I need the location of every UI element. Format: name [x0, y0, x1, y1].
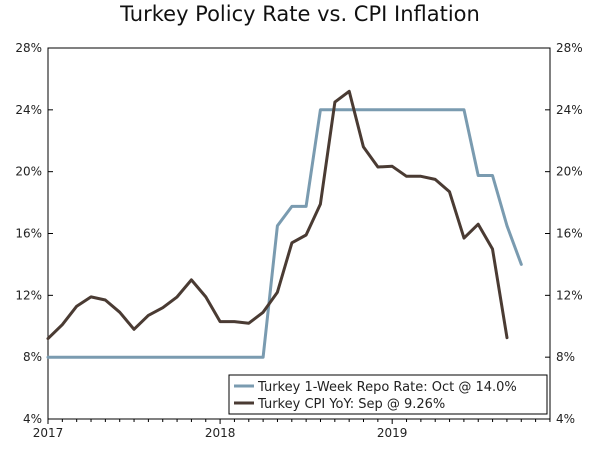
- y-left-tick-label: 4%: [23, 412, 42, 426]
- legend-box: [228, 374, 548, 415]
- y-right-tick-label: 4%: [556, 412, 575, 426]
- y-right-tick-label: 8%: [556, 350, 575, 364]
- y-left-tick-label: 24%: [15, 103, 42, 117]
- plot-frame: [47, 47, 551, 420]
- y-left-tick-label: 16%: [15, 227, 42, 241]
- right-y-axis: 4% 8% 12% 16% 20% 24% 28%: [545, 41, 583, 426]
- legend-entry-label: Turkey 1-Week Repo Rate: Oct @ 14.0%: [257, 380, 517, 395]
- x-tick-label: 2019: [377, 426, 408, 440]
- y-right-tick-label: 16%: [556, 227, 583, 241]
- left-y-axis: 4% 8% 12% 16% 20% 24% 28%: [15, 41, 53, 426]
- y-left-tick-label: 8%: [23, 350, 42, 364]
- y-left-tick-label: 20%: [15, 165, 42, 179]
- y-right-tick-label: 20%: [556, 165, 583, 179]
- x-tick-label: 2018: [205, 426, 236, 440]
- y-left-tick-label: 12%: [15, 288, 42, 302]
- y-left-tick-label: 28%: [15, 41, 42, 55]
- cpi-series-line: [46, 89, 509, 341]
- legend-entry-label: Turkey CPI YoY: Sep @ 9.26%: [257, 397, 445, 412]
- y-right-tick-label: 24%: [556, 103, 583, 117]
- y-right-tick-label: 12%: [556, 288, 583, 302]
- y-right-tick-label: 28%: [556, 41, 583, 55]
- x-tick-label: 2017: [33, 426, 64, 440]
- series-layer: [46, 89, 523, 359]
- x-axis: 2017 2018 2019: [33, 419, 551, 440]
- repo-rate-series-line: [46, 108, 523, 359]
- chart-title: Turkey Policy Rate vs. CPI Inflation: [119, 2, 480, 26]
- legend: Turkey 1-Week Repo Rate: Oct @ 14.0% Turk…: [228, 374, 548, 415]
